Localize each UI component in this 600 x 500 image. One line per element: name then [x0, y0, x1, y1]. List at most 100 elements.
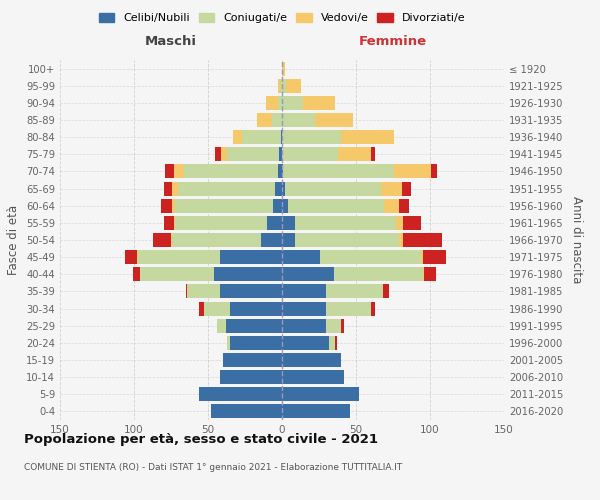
Bar [334, 268, 422, 281]
Bar [282, 353, 341, 367]
Bar [314, 113, 353, 127]
Bar [282, 250, 320, 264]
Bar [266, 96, 278, 110]
Bar [161, 198, 172, 212]
Bar [139, 250, 220, 264]
Bar [383, 284, 389, 298]
Bar [282, 302, 326, 316]
Text: Maschi: Maschi [145, 35, 197, 48]
Bar [215, 148, 221, 162]
Bar [187, 284, 220, 298]
Bar [184, 164, 278, 178]
Bar [320, 250, 421, 264]
Bar [174, 216, 175, 230]
Bar [381, 182, 402, 196]
Bar [226, 318, 282, 332]
Bar [335, 336, 337, 350]
Bar [282, 404, 350, 418]
Bar [282, 78, 286, 92]
Bar [371, 148, 375, 162]
Bar [384, 198, 399, 212]
Bar [394, 164, 431, 178]
Bar [285, 182, 381, 196]
Bar [329, 336, 335, 350]
Bar [282, 148, 338, 162]
Bar [282, 62, 285, 76]
Bar [424, 268, 436, 281]
Bar [214, 268, 282, 281]
Bar [175, 198, 273, 212]
Bar [282, 388, 359, 402]
Bar [153, 233, 171, 247]
Bar [257, 113, 272, 127]
Bar [282, 216, 295, 230]
Bar [203, 302, 230, 316]
Bar [227, 148, 279, 162]
Bar [164, 182, 172, 196]
Bar [199, 388, 282, 402]
Y-axis label: Anni di nascita: Anni di nascita [570, 196, 583, 284]
Bar [282, 198, 288, 212]
Bar [282, 130, 341, 144]
Bar [341, 318, 344, 332]
Bar [275, 182, 282, 196]
Bar [399, 198, 409, 212]
Bar [403, 233, 442, 247]
Bar [174, 164, 184, 178]
Bar [199, 302, 203, 316]
Bar [178, 182, 275, 196]
Bar [402, 182, 411, 196]
Bar [282, 268, 334, 281]
Bar [303, 96, 335, 110]
Bar [273, 198, 282, 212]
Bar [399, 233, 403, 247]
Bar [282, 284, 326, 298]
Bar [242, 130, 281, 144]
Bar [295, 233, 399, 247]
Bar [295, 216, 396, 230]
Bar [164, 216, 174, 230]
Text: Popolazione per età, sesso e stato civile - 2021: Popolazione per età, sesso e stato civil… [24, 432, 378, 446]
Bar [217, 318, 226, 332]
Bar [326, 302, 371, 316]
Bar [279, 148, 282, 162]
Text: COMUNE DI STIENTA (RO) - Dati ISTAT 1° gennaio 2021 - Elaborazione TUTTITALIA.IT: COMUNE DI STIENTA (RO) - Dati ISTAT 1° g… [24, 462, 402, 471]
Bar [175, 216, 267, 230]
Bar [282, 318, 326, 332]
Bar [272, 113, 282, 127]
Bar [326, 284, 383, 298]
Bar [230, 336, 282, 350]
Bar [211, 404, 282, 418]
Bar [422, 268, 424, 281]
Bar [341, 130, 394, 144]
Bar [221, 148, 227, 162]
Bar [282, 336, 329, 350]
Bar [283, 164, 394, 178]
Bar [172, 182, 178, 196]
Bar [282, 113, 314, 127]
Bar [286, 78, 301, 92]
Bar [281, 130, 282, 144]
Bar [133, 268, 140, 281]
Bar [278, 164, 282, 178]
Bar [338, 148, 371, 162]
Bar [396, 216, 403, 230]
Bar [220, 370, 282, 384]
Bar [431, 164, 437, 178]
Bar [172, 233, 261, 247]
Bar [403, 216, 421, 230]
Bar [422, 250, 446, 264]
Bar [227, 336, 230, 350]
Bar [288, 198, 384, 212]
Bar [282, 164, 283, 178]
Bar [282, 233, 295, 247]
Bar [220, 250, 282, 264]
Bar [125, 250, 137, 264]
Bar [220, 284, 282, 298]
Bar [267, 216, 282, 230]
Bar [278, 78, 281, 92]
Bar [233, 130, 242, 144]
Bar [371, 302, 375, 316]
Bar [282, 370, 344, 384]
Y-axis label: Fasce di età: Fasce di età [7, 205, 20, 275]
